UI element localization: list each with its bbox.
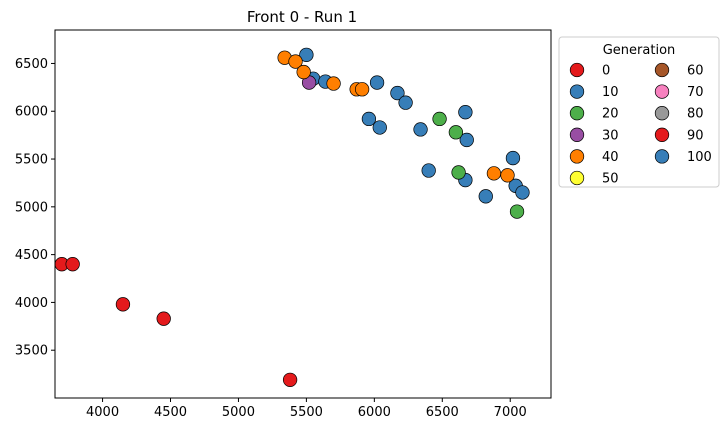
legend-marker-gen-40 [569, 149, 585, 164]
scatter-point-gen-40 [288, 54, 303, 69]
legend-marker-gen-90 [654, 127, 670, 142]
x-tick-label: 4000 [86, 405, 119, 420]
legend-label: 30 [602, 128, 619, 143]
scatter-point-gen-10 [299, 47, 314, 63]
scatter-point-gen-40 [296, 64, 311, 80]
legend-label: 80 [687, 107, 704, 122]
x-tick-label: 6000 [358, 405, 391, 420]
legend-marker-gen-20 [569, 106, 585, 121]
x-tick-label: 6500 [426, 405, 459, 420]
scatter-point-gen-10 [459, 132, 474, 148]
legend-label: 20 [602, 107, 619, 122]
legend-label: 60 [687, 64, 704, 79]
legend-label: 0 [602, 64, 610, 79]
scatter-point-gen-10 [413, 122, 428, 137]
scatter-point-gen-10 [372, 120, 387, 135]
y-tick-label: 4500 [15, 248, 48, 263]
scatter-point-gen-20 [451, 165, 466, 180]
legend-marker-gen-0 [569, 62, 585, 78]
axes: 4000 4500 5000 5500 6000 6500 7000 3500 4000 4500… [15, 29, 552, 420]
legend-marker-gen-70 [654, 84, 670, 99]
legend-label: 40 [602, 150, 619, 165]
scatter-point-gen-10 [515, 185, 530, 200]
legend-label: 100 [687, 150, 712, 165]
legend-marker-gen-50 [569, 170, 585, 186]
legend-label: 10 [602, 85, 619, 100]
x-tick-label: 7000 [494, 405, 527, 420]
scatter-point-gen-10 [505, 150, 521, 166]
scatter-point-gen-10 [421, 163, 436, 178]
y-tick-label: 3500 [15, 344, 48, 359]
legend-marker-gen-100 [654, 149, 670, 164]
scatter-point-gen-40 [326, 76, 341, 91]
legend-marker-gen-80 [654, 106, 670, 121]
legend-label: 70 [687, 85, 704, 100]
scatter-point-gen-0 [65, 257, 80, 272]
scatter-point-gen-20 [432, 111, 447, 127]
plot-marks [54, 47, 530, 387]
chart-title: Front 0 - Run 1 [247, 8, 357, 26]
legend-label: 50 [602, 172, 619, 187]
scatter-point-gen-10 [458, 105, 473, 120]
scatter-point-gen-40 [500, 168, 515, 183]
legend-marker-gen-10 [569, 84, 585, 99]
scatter-point-gen-40 [486, 166, 502, 181]
scatter-point-gen-20 [448, 125, 464, 140]
scatter-point-gen-10 [398, 95, 413, 110]
legend-marker-gen-30 [569, 127, 585, 142]
x-tick-label: 5500 [290, 405, 323, 420]
legend-box [558, 36, 720, 188]
x-tick-label: 4500 [154, 405, 187, 420]
scatter-point-gen-10 [361, 111, 377, 127]
y-tick-label: 6500 [15, 57, 48, 72]
legend-label: 90 [687, 128, 704, 143]
scatter-point-gen-20 [509, 204, 525, 219]
y-tick-label: 5500 [15, 153, 48, 168]
x-tick-label: 5000 [222, 405, 255, 420]
legend-title: Generation [603, 43, 676, 58]
plot-frame [54, 29, 552, 399]
scatter-point-gen-0 [282, 372, 298, 387]
scatter-point-gen-10 [390, 85, 405, 101]
scatter-point-gen-40 [354, 82, 370, 97]
scatter-point-gen-0 [115, 297, 131, 312]
scatter-point-gen-10 [369, 75, 385, 90]
y-tick-label: 6000 [15, 105, 48, 120]
y-tick-label: 5000 [15, 200, 48, 215]
legend-marker-gen-60 [654, 62, 670, 78]
legend: Generation 0 10 20 30 40 50 60 70 80 90 100 [558, 36, 720, 188]
scatter-point-gen-0 [156, 311, 171, 326]
scatter-point-gen-10 [478, 189, 493, 204]
y-tick-label: 4000 [15, 296, 48, 311]
